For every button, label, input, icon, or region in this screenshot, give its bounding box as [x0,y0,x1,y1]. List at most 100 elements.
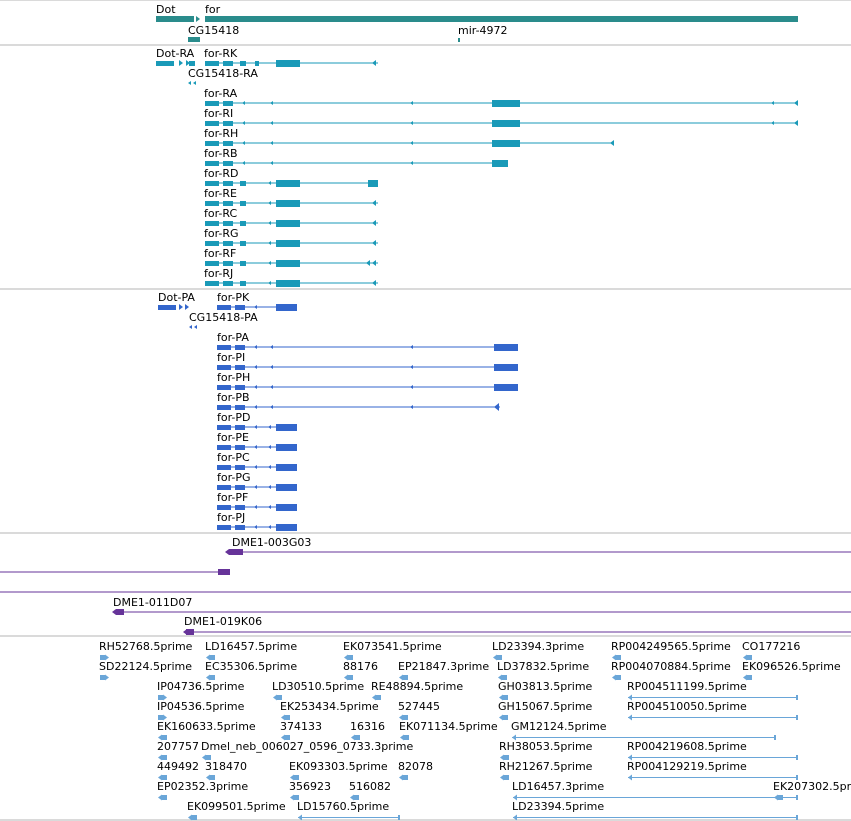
est-row[interactable]: IP04536.5prime [157,700,245,721]
est-row[interactable]: LD30510.5prime [272,680,364,701]
est-row[interactable]: IP04736.5prime [157,680,245,701]
gene-dot[interactable]: Dot [156,3,200,22]
protein-row[interactable]: for-PH [217,371,518,391]
protein-row[interactable]: for-PK [217,291,297,311]
est-label: RP004219608.5prime [627,740,747,753]
transcript-row[interactable]: for-RB [204,147,508,167]
est-row[interactable]: EP02352.3prime [157,780,248,801]
est-row[interactable]: 356923 [289,780,331,801]
est-row[interactable]: 318470 [205,760,247,781]
protein-row[interactable]: for-PI [217,351,518,371]
est-row[interactable]: EK093303.5prime [289,760,388,781]
gene-for[interactable]: for [205,3,798,22]
est-row[interactable]: EK096526.5prime [742,660,841,681]
est-label: RH52768.5prime [99,640,193,653]
protein-row[interactable]: for-PE [217,431,297,451]
protein-row[interactable]: for-PB [217,391,500,411]
est-label: EC35306.5prime [205,660,297,673]
transcript-row[interactable]: for-RD [204,167,378,187]
transcript-row[interactable]: for-RA [204,87,798,107]
est-row[interactable]: EK073541.5prime [343,640,442,661]
gene-mir-4972[interactable]: mir-4972 [458,24,508,42]
clone-row[interactable]: DME1-003G03 [225,536,851,555]
est-label: 356923 [289,780,331,793]
est-row[interactable]: 82078 [398,760,433,781]
est-row[interactable]: LD16457.3prime [512,780,798,801]
est-row[interactable]: EK099501.5prime [187,800,286,821]
transcript-row[interactable]: for-RF [204,247,378,267]
transcript-label: for-RC [204,207,237,220]
est-row[interactable]: 449492 [157,760,199,781]
transcript-row[interactable]: for-RK [204,47,378,67]
transcript-track: Dot-RA for-RK CG15418-RA for-RA for-RI for-RH… [156,47,798,287]
protein-row[interactable]: Dot-PA [158,291,195,310]
est-row[interactable]: GM12124.5prime [511,720,776,741]
clone-row[interactable]: DME1-019K06 [183,615,851,635]
transcript-row[interactable]: for-RE [204,187,378,207]
gene-cg15418[interactable]: CG15418 [188,24,239,42]
est-row[interactable]: 88176 [343,660,378,681]
est-row[interactable]: RH52768.5prime [99,640,193,661]
est-row[interactable]: 207757 [157,740,199,761]
est-row[interactable]: LD23394.3prime [492,640,584,661]
est-row[interactable]: GH03813.5prime [498,680,593,701]
protein-row[interactable]: for-PA [217,331,518,351]
est-row[interactable]: SD22124.5prime [99,660,192,681]
transcript-row[interactable]: for-RC [204,207,378,227]
transcript-label: for-RG [204,227,239,240]
est-row[interactable]: RH38053.5prime [499,740,593,761]
est-row[interactable]: 374133 [280,720,322,741]
est-label: LD23394.3prime [492,640,584,653]
est-row[interactable]: RP004510050.5prime [627,700,798,721]
est-label: EP02352.3prime [157,780,248,793]
est-row[interactable]: EC35306.5prime [205,660,297,681]
est-row[interactable]: RE48894.5prime [371,680,463,701]
est-label: EP21847.3prime [398,660,489,673]
est-label: 527445 [398,700,440,713]
est-label: EK093303.5prime [289,760,388,773]
est-row[interactable]: RP004219608.5prime [627,740,798,761]
est-row[interactable]: LD37832.5prime [497,660,589,681]
est-row[interactable]: LD23394.5prime [512,800,798,821]
est-row[interactable]: EK071134.5prime [399,720,498,741]
protein-row[interactable]: for-PD [217,411,297,431]
est-row[interactable]: LD16457.5prime [205,640,297,661]
est-row[interactable]: LD15760.5prime [297,800,400,821]
protein-row[interactable]: CG15418-PA [189,311,258,329]
est-row[interactable]: EP21847.3prime [398,660,489,681]
protein-row[interactable]: for-PC [217,451,297,471]
est-row[interactable]: RP004249565.5prime [611,640,731,661]
est-row[interactable]: 516082 [349,780,391,801]
est-row[interactable]: Dmel_neb_006027_0596_0733.3prime [201,740,413,761]
est-row[interactable]: RP004129219.5prime [627,760,798,781]
est-row[interactable]: CO177216 [742,640,800,661]
transcript-row[interactable]: for-RI [204,107,798,127]
est-row[interactable]: EK253434.5prime [280,700,379,721]
est-label: 449492 [157,760,199,773]
protein-row[interactable]: for-PJ [217,511,297,531]
est-label: RP004129219.5prime [627,760,747,773]
est-row[interactable]: 527445 [398,700,440,721]
est-row[interactable]: EK160633.5prime [157,720,256,741]
est-row[interactable]: GH15067.5prime [498,700,593,721]
est-row[interactable]: 16316 [350,720,385,741]
transcript-row[interactable]: for-RH [204,127,614,147]
transcript-row[interactable]: for-RG [204,227,378,247]
est-row[interactable]: EK207302.5prime [773,780,851,801]
transcript-row[interactable]: Dot-RA [156,47,195,66]
protein-label: for-PB [217,391,250,404]
est-label: LD23394.5prime [512,800,604,813]
est-row[interactable]: RP004070884.5prime [611,660,731,681]
protein-label: for-PG [217,471,251,484]
clone-row[interactable] [0,569,230,575]
transcript-row[interactable]: for-RJ [204,267,378,287]
clone-row[interactable]: DME1-011D07 [112,596,851,615]
protein-row[interactable]: for-PF [217,491,297,511]
protein-label: for-PH [217,371,250,384]
est-row[interactable]: RH21267.5prime [499,760,593,781]
est-row[interactable]: RP004511199.5prime [627,680,798,701]
transcript-row[interactable]: CG15418-RA [188,67,258,85]
est-label: LD16457.3prime [512,780,604,793]
protein-row[interactable]: for-PG [217,471,297,491]
